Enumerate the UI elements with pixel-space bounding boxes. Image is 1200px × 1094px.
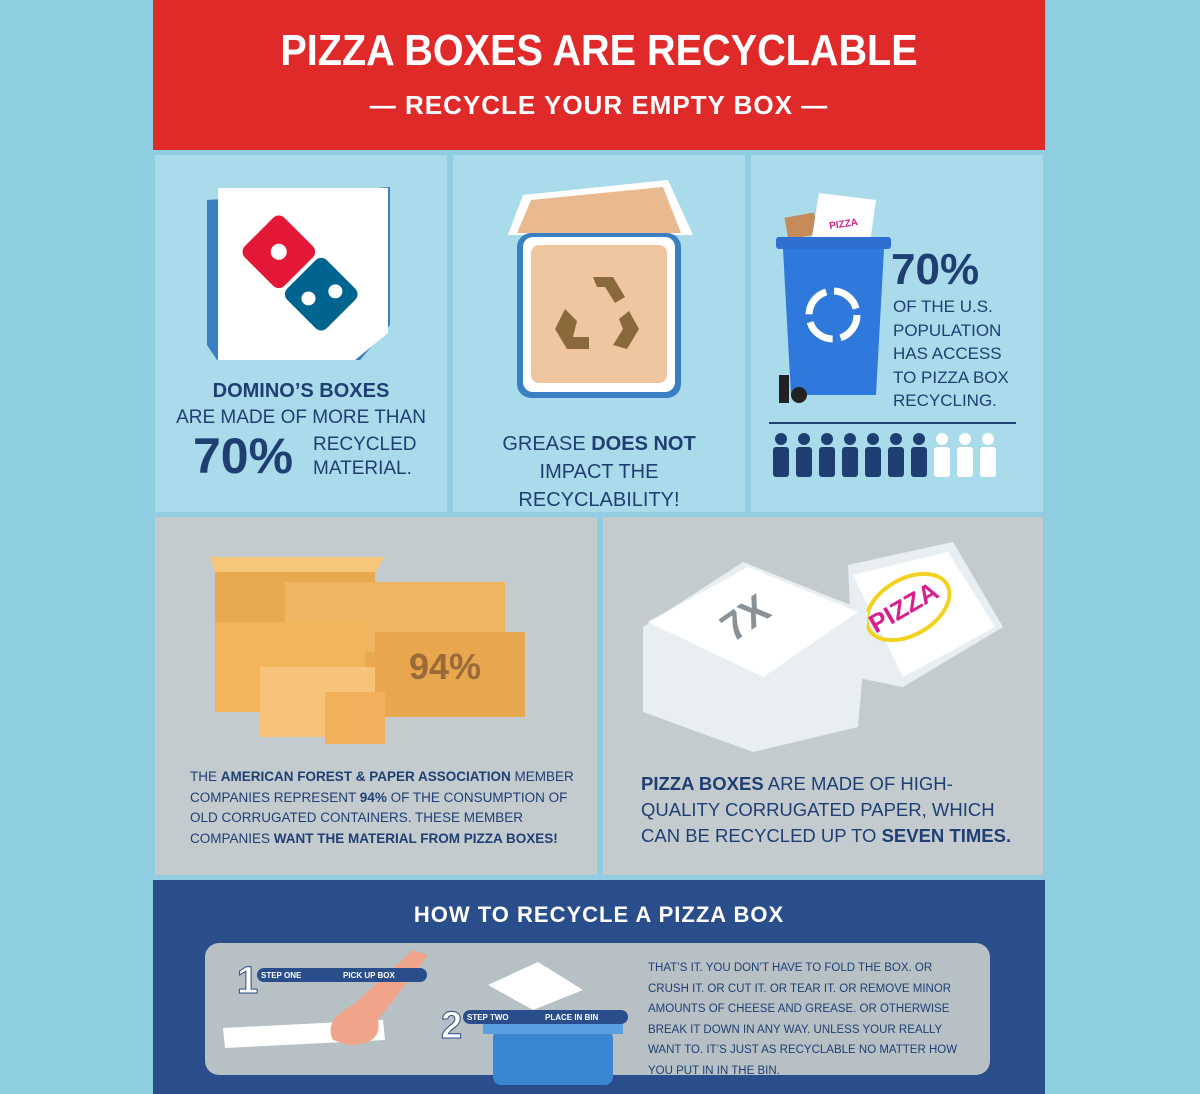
person-body [819,447,835,477]
panel-dominos: DOMINO’S BOXES ARE MADE OF MORE THAN 70%… [155,155,447,512]
panel-access: PIZZA 70% OF THE U.S. POPULATION HAS ACC… [751,155,1043,512]
person-body [957,447,973,477]
boxes-illustration: 94% [210,557,525,744]
text-part: MEMBER COMPANIES REPRESENT [190,769,574,805]
person-head [936,433,948,445]
text-emphasis: 94% [359,789,387,805]
how-to: HOW TO RECYCLE A PIZZA BOX 1 STEP ONE PI… [153,880,1045,1094]
text-emphasis: SEVEN TIMES. [881,825,1012,846]
person-head [959,433,971,445]
person-body [934,447,950,477]
text-emphasis: AMERICAN FOREST & PAPER ASSOCIATION [220,769,511,784]
subtitle-row: — RECYCLE YOUR EMPTY BOX — [153,90,1045,121]
text-emphasis: DOES NOT [591,433,696,455]
text-emphasis: WANT THE MATERIAL FROM PIZZA BOXES! [273,830,558,846]
box-label: 94% [409,646,481,687]
title: PIZZA BOXES ARE RECYCLABLE [280,26,918,75]
bin-label: PIZZA [829,217,859,232]
panel-boxes: 94% THE AMERICAN FOREST & PAPER ASSOCIAT… [155,517,597,875]
step-number: 2 [441,1005,462,1047]
people-icons [773,433,996,477]
text: THE AMERICAN FOREST & PAPER ASSOCIATION … [190,767,575,849]
person-body [842,447,858,477]
person-body [888,447,904,477]
panel-grease: GREASE DOES NOT IMPACT THE RECYCLABILITY… [453,155,745,512]
person-body [980,447,996,477]
person-head [913,433,925,445]
step-number: 1 [237,960,258,1002]
text: GREASE DOES NOT IMPACT THE RECYCLABILITY… [473,430,725,512]
text-part: GREASE [502,433,592,455]
person-head [798,433,810,445]
heading: DOMINO’S BOXES [212,380,390,402]
step-label: STEP ONE [261,971,302,980]
dash: — [793,90,829,120]
step-action: PICK UP BOX [343,971,396,980]
text-part: ARE MADE OF HIGH-QUALITY CORRUGATED PAPE… [641,773,995,846]
text: OF THE U.S. POPULATION HAS ACCESS TO PIZ… [893,297,1009,410]
person-head [890,433,902,445]
person-head [982,433,994,445]
dash: — [369,90,405,120]
pizza-boxes-illustration: PIZZA 7X [643,542,1003,752]
dominos-box-illustration [207,187,390,360]
text-emphasis: PIZZA BOXES [641,773,764,794]
person-body [865,447,881,477]
how-to-title: HOW TO RECYCLE A PIZZA BOX [413,902,785,927]
person-head [844,433,856,445]
person-body [796,447,812,477]
person-head [775,433,787,445]
steps-illustration: 1 STEP ONE PICK UP BOX 2 STEP TWO PLACE … [223,950,628,1085]
text-part: THE [190,769,221,784]
text-part: OF THE CONSUMPTION OF OLD CORRUGATED CON… [190,789,568,846]
line: ARE MADE OF MORE THAN [176,407,426,428]
stat: 70% [891,245,980,294]
stat: 70% [193,428,294,484]
header: PIZZA BOXES ARE RECYCLABLE — RECYCLE YOU… [153,0,1045,150]
person-head [821,433,833,445]
person-body [773,447,789,477]
open-box-illustration [508,180,693,398]
person-head [867,433,879,445]
person-body [911,447,927,477]
note: THAT’S IT. YOU DON’T HAVE TO FOLD THE BO… [648,962,958,1077]
panel-seven-times: PIZZA 7X PIZZA BOXES ARE MADE OF HIGH-QU… [603,517,1043,875]
text: PIZZA BOXES ARE MADE OF HIGH-QUALITY COR… [641,771,1016,849]
step-label: STEP TWO [467,1013,509,1022]
text-part: IMPACT THE RECYCLABILITY! [518,461,680,511]
bin-illustration: PIZZA [769,193,1016,477]
text: RECYCLED MATERIAL. [313,434,417,479]
step-action: PLACE IN BIN [545,1013,599,1022]
subtitle: RECYCLE YOUR EMPTY BOX [405,90,793,120]
